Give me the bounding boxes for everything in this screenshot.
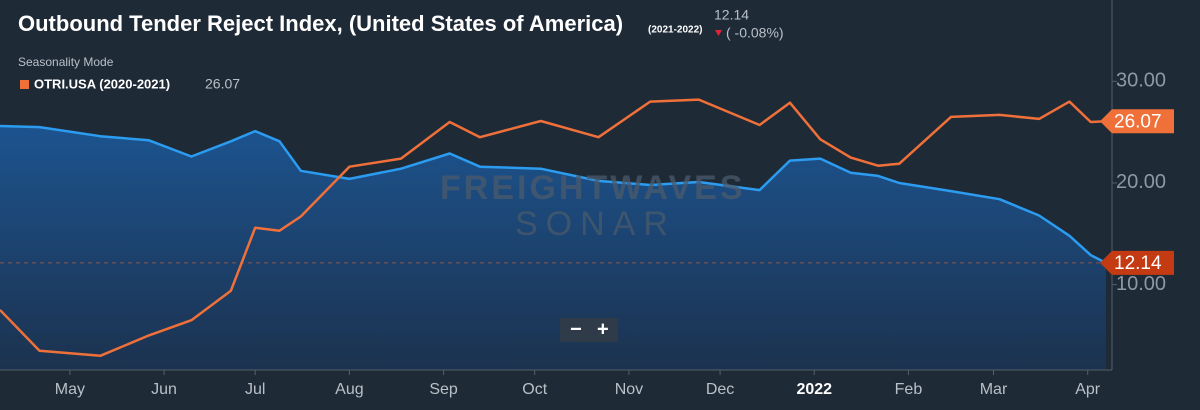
legend-swatch [20,80,29,89]
watermark: SONAR [515,205,676,243]
x-tick-label: Aug [335,381,363,398]
zoom-controls: − + [560,318,618,342]
legend-value: 26.07 [205,76,240,92]
zoom-in[interactable]: + [597,318,609,340]
end-tag [1100,109,1174,134]
x-tick-label: May [55,381,85,398]
x-tick-label: 2022 [796,381,832,398]
header-value: 12.14 [714,7,749,23]
x-tick-label: Jul [245,381,265,398]
zoom-out[interactable]: − [570,318,582,340]
subtitle: Seasonality Mode [18,55,114,69]
x-tick-label: Sep [429,381,458,398]
plot [0,98,1112,370]
x-tick-label: Apr [1075,381,1101,398]
x-tick-label: Feb [895,381,923,398]
x-tick-label: Nov [615,381,643,398]
line [0,124,1107,265]
area [0,126,1106,370]
watermark: FREIGHTWAVES [440,169,746,207]
down-arrow [715,30,722,36]
zoom-box [560,318,618,342]
end-tag-label: 26.07 [1114,111,1162,132]
end-tag-label: 12.14 [1114,253,1162,274]
x-tick-label: Oct [522,381,547,398]
legend-label: OTRI.USA (2020-2021) [34,76,170,91]
header-change: ( -0.08%) [726,25,784,41]
chart-title: Outbound Tender Reject Index, (United St… [18,11,623,36]
y-tick-label: 20.00 [1116,171,1166,193]
end-tag [1100,250,1174,275]
series-label: (2021-2022) [648,25,702,36]
y-tick-label: 30.00 [1116,70,1166,92]
x-tick-label: Mar [980,381,1008,398]
x-tick-label: Dec [706,381,734,398]
x-tick-label: Jun [151,381,177,398]
y-tick-label: 10.00 [1116,273,1166,295]
line [0,98,1106,358]
